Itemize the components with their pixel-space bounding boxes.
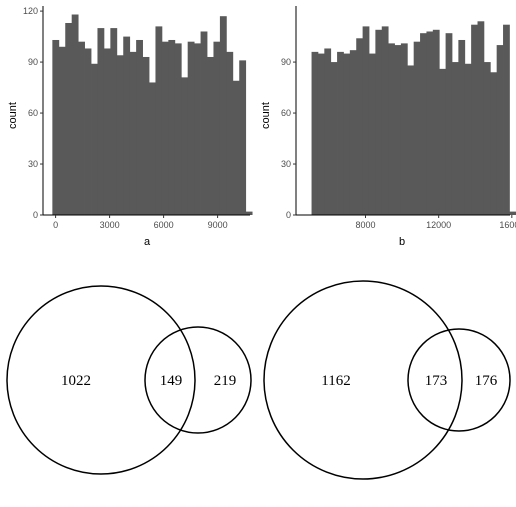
hist-a-bar: [58, 46, 66, 215]
hist-a-bar: [71, 14, 79, 215]
hist-b-bar: [400, 43, 408, 216]
hist-a-bar: [213, 41, 221, 216]
venn-2-only-a-count: 1162: [321, 373, 350, 389]
hist-a-bar: [174, 43, 182, 216]
hist-b-bar: [330, 62, 338, 216]
hist-b-bar: [432, 29, 440, 215]
hist-a-bar: [97, 28, 105, 215]
hist-a-bar: [142, 56, 150, 215]
venn-diagram-2: 1162 173 176: [263, 280, 511, 480]
hist-a-bar: [200, 31, 208, 215]
hist-b-y-axis-title: count: [260, 102, 272, 129]
hist-b-bar: [413, 41, 421, 216]
hist-a-y-tick-label: 60: [28, 108, 38, 118]
histogram-b: 0 30 60 90 8000 12000 16000 b count: [260, 6, 516, 248]
hist-a-bar: [187, 41, 195, 216]
hist-b-y-tick-label: 0: [286, 210, 291, 220]
venn-1-only-b-count: 219: [214, 373, 237, 389]
venn-2-overlap-count: 173: [425, 373, 448, 389]
hist-a-bar: [123, 36, 131, 216]
hist-a-bar: [161, 41, 169, 216]
hist-b-x-tick-label: 12000: [426, 220, 451, 230]
hist-b-bar: [349, 50, 357, 215]
hist-b-bar: [407, 65, 415, 215]
hist-a-bar: [155, 26, 163, 215]
hist-a-bar: [84, 48, 92, 215]
venn-2-only-b-count: 176: [475, 373, 498, 389]
hist-b-bar: [483, 62, 491, 216]
hist-a-bar: [65, 22, 73, 216]
hist-a-x-tick-label: 6000: [154, 220, 174, 230]
hist-a-bar: [239, 60, 247, 215]
venn-1-only-a-count: 1022: [61, 373, 91, 389]
hist-a-bar: [168, 39, 176, 216]
hist-b-bar: [509, 211, 516, 215]
hist-b-bar: [311, 51, 319, 215]
hist-a-bar: [194, 43, 201, 216]
hist-a-bar: [78, 41, 85, 216]
hist-b-bar: [343, 53, 351, 215]
hist-b-x-tick-label: 8000: [355, 220, 375, 230]
hist-b-bar: [503, 24, 510, 216]
venn-diagram-1: 1022 149 219: [6, 285, 252, 475]
venn-1-set-a-circle: [6, 285, 196, 475]
hist-a-x-tick-label: 3000: [100, 220, 120, 230]
hist-b-bar: [464, 63, 472, 216]
hist-b-bar: [439, 68, 446, 215]
hist-a-y-tick-label: 0: [33, 210, 38, 220]
hist-b-bar: [458, 39, 466, 216]
histogram-a: 0 30 60 90 120 0 3000 6000 9000 a count: [7, 6, 253, 248]
venn-1-set-b-circle: [144, 326, 252, 434]
venn-2-set-a-circle: [263, 280, 463, 480]
hist-a-bar: [103, 48, 111, 215]
hist-a-bar: [91, 63, 98, 216]
hist-b-y-tick-label: 90: [281, 57, 291, 67]
hist-b-bar: [368, 53, 376, 215]
hist-a-bar: [136, 39, 143, 216]
hist-b-bar: [375, 29, 383, 215]
hist-b-bar: [451, 62, 459, 216]
hist-b-bar: [317, 53, 325, 215]
hist-a-bar: [226, 51, 234, 215]
hist-b-bar: [337, 51, 344, 215]
hist-b-bar: [356, 38, 364, 216]
hist-a-x-axis-title: a: [144, 236, 151, 248]
hist-b-x-axis-title: b: [399, 236, 405, 248]
hist-a-bar: [245, 211, 253, 215]
hist-a-bar: [219, 16, 227, 215]
hist-b-bar: [420, 33, 427, 215]
hist-b-x-tick-label: 16000: [499, 220, 516, 230]
hist-a-y-tick-label: 90: [28, 57, 38, 67]
venn-1-overlap-count: 149: [160, 373, 183, 389]
hist-b-bar: [394, 45, 402, 216]
hist-b-bar: [388, 43, 395, 216]
hist-b-bar: [496, 45, 504, 216]
hist-b-bar: [381, 26, 389, 215]
hist-a-y-tick-label: 120: [23, 6, 38, 16]
hist-a-x-tick-label: 0: [53, 220, 58, 230]
hist-a-bar: [207, 56, 214, 215]
hist-a-y-axis-title: count: [7, 102, 19, 129]
venn-2-set-b-circle: [407, 328, 511, 432]
hist-b-bar: [362, 26, 370, 215]
hist-b-bar: [490, 72, 498, 215]
hist-b-bar: [471, 24, 478, 216]
hist-a-bar: [129, 51, 137, 215]
hist-a-x-tick-label: 9000: [208, 220, 228, 230]
hist-b-bar: [324, 48, 332, 215]
hist-b-bar: [426, 31, 434, 215]
hist-b-bar: [445, 33, 453, 215]
hist-a-bar: [110, 28, 118, 215]
hist-a-bar: [232, 80, 240, 216]
hist-b-y-tick-label: 30: [281, 159, 291, 169]
hist-a-bar: [181, 77, 189, 216]
hist-a-y-tick-label: 30: [28, 159, 38, 169]
hist-b-y-tick-label: 60: [281, 108, 291, 118]
hist-a-bar: [149, 82, 156, 216]
hist-a-bar: [52, 39, 60, 216]
hist-a-bar: [116, 55, 124, 215]
hist-b-bar: [477, 21, 485, 216]
